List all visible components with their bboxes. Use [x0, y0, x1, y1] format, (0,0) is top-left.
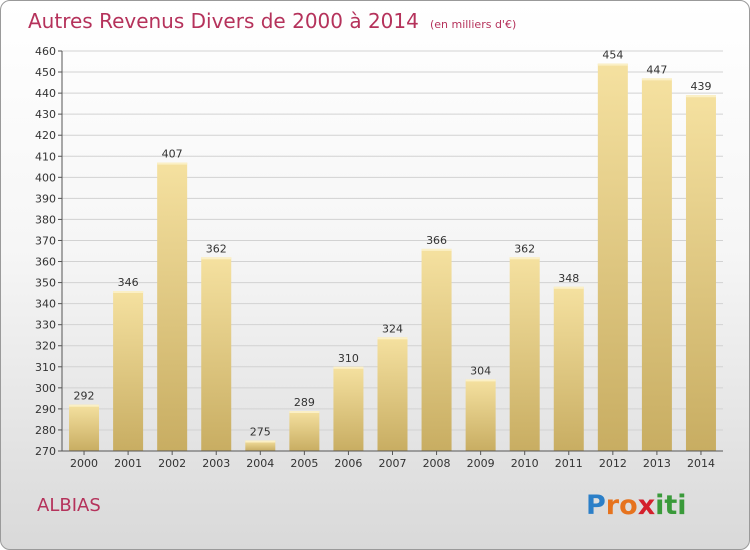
bar — [69, 404, 100, 451]
y-tick-label: 460 — [35, 45, 56, 58]
logo-letter: i — [655, 490, 665, 521]
logo-letter: P — [586, 490, 606, 521]
data-label: 366 — [426, 234, 447, 247]
x-tick-label: 2001 — [114, 457, 142, 470]
bar — [333, 366, 364, 451]
y-tick-label: 280 — [35, 424, 56, 437]
bar-highlight — [597, 63, 628, 66]
y-tick-label: 380 — [35, 213, 56, 226]
logo-letter: i — [677, 490, 687, 521]
x-tick-label: 2007 — [379, 457, 407, 470]
bar-highlight — [157, 162, 188, 165]
y-tick-label: 340 — [35, 298, 56, 311]
data-labels: 292 346 407 362 275 289 310 324 366 304 362 348 454 4… — [74, 49, 712, 439]
x-tick-label: 2008 — [423, 457, 451, 470]
logo-letter: t — [664, 490, 678, 521]
y-tick-label: 430 — [35, 108, 56, 121]
data-label: 454 — [602, 49, 623, 62]
logo-letter: x — [637, 490, 656, 521]
bar-highlight — [509, 257, 540, 260]
bar — [113, 291, 144, 451]
bar — [377, 337, 408, 451]
bar — [201, 257, 232, 451]
bar — [553, 286, 584, 451]
x-tick-label: 2013 — [643, 457, 671, 470]
x-tick-label: 2000 — [70, 457, 98, 470]
bar-highlight — [685, 95, 716, 98]
y-tick-label: 350 — [35, 277, 56, 290]
y-tick-label: 360 — [35, 256, 56, 269]
data-label: 324 — [382, 322, 403, 335]
data-label: 362 — [514, 242, 535, 255]
bar-highlight — [553, 286, 584, 289]
y-tick-label: 410 — [35, 150, 56, 163]
data-label: 292 — [74, 390, 95, 403]
x-tick-label: 2006 — [334, 457, 362, 470]
bar — [509, 257, 540, 451]
bar-highlight — [289, 411, 320, 413]
bar — [641, 78, 672, 452]
x-tick-label: 2010 — [511, 457, 539, 470]
bar — [245, 440, 276, 451]
data-label: 407 — [162, 148, 183, 161]
bar-highlight — [641, 78, 672, 81]
proxiti-logo: Proxiti — [586, 490, 687, 521]
x-tick-label: 2011 — [555, 457, 583, 470]
data-label: 275 — [250, 425, 271, 438]
data-label: 362 — [206, 242, 227, 255]
data-label: 447 — [646, 63, 667, 76]
axes — [61, 51, 723, 452]
logo-letter: r — [605, 490, 620, 521]
x-tick-label: 2003 — [202, 457, 230, 470]
chart-subtitle: (en milliers d'€) — [429, 18, 517, 31]
bar — [289, 411, 320, 451]
y-tick-label: 390 — [35, 192, 56, 205]
data-label: 348 — [558, 272, 579, 285]
x-tick-label: 2004 — [246, 457, 274, 470]
x-axis-ticks: 2000 2001 2002 2003 2004 2005 2006 2007 2008 2009… — [70, 451, 715, 470]
y-tick-label: 450 — [35, 66, 56, 79]
x-tick-label: 2009 — [467, 457, 495, 470]
x-tick-label: 2002 — [158, 457, 186, 470]
commune-name: ALBIAS — [37, 495, 101, 516]
x-tick-label: 2014 — [687, 457, 715, 470]
chart-title-block: Autres Revenus Divers de 2000 à 2014 (en… — [28, 9, 516, 33]
logo-letter: o — [619, 490, 638, 521]
y-tick-label: 270 — [35, 445, 56, 458]
data-label: 304 — [470, 364, 491, 377]
bar — [465, 379, 496, 451]
y-axis-ticks: 270 280 290 300 310 320 330 340 350 360 370 380 390 4… — [35, 45, 62, 458]
chart-title: Autres Revenus Divers de 2000 à 2014 — [28, 9, 419, 33]
y-tick-label: 420 — [35, 129, 56, 142]
bar — [421, 248, 452, 451]
y-tick-label: 310 — [35, 361, 56, 374]
bar-highlight — [245, 440, 276, 443]
bar — [597, 63, 628, 451]
bar — [157, 162, 188, 451]
y-tick-label: 400 — [35, 171, 56, 184]
data-label: 439 — [690, 80, 711, 93]
bar-highlight — [333, 366, 364, 369]
data-label: 289 — [294, 396, 315, 409]
bar-highlight — [69, 404, 100, 407]
bar — [685, 95, 716, 452]
x-tick-label: 2005 — [290, 457, 318, 470]
y-tick-label: 320 — [35, 340, 56, 353]
bar-highlight — [465, 379, 496, 382]
x-tick-label: 2012 — [599, 457, 627, 470]
bar-highlight — [113, 291, 144, 293]
data-label: 346 — [118, 276, 139, 289]
y-tick-label: 370 — [35, 234, 56, 247]
data-label: 310 — [338, 352, 359, 365]
bar-highlight — [377, 337, 408, 340]
bar-highlight — [201, 257, 232, 260]
y-tick-label: 300 — [35, 382, 56, 395]
y-tick-label: 440 — [35, 87, 56, 100]
bar-highlight — [421, 248, 452, 251]
bars — [69, 63, 716, 452]
y-tick-label: 330 — [35, 319, 56, 332]
y-tick-label: 290 — [35, 403, 56, 416]
